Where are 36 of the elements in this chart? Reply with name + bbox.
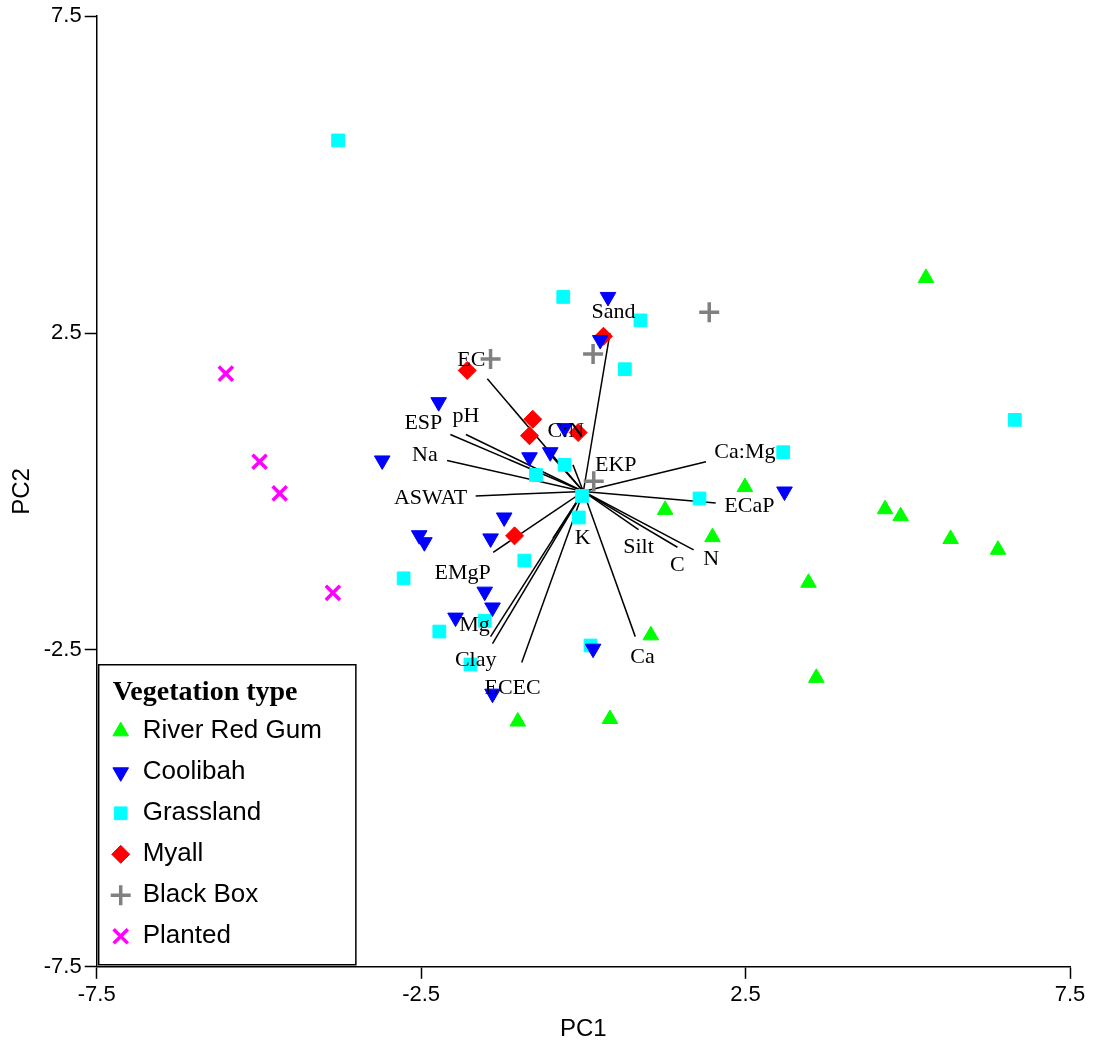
legend-title: Vegetation type	[112, 675, 298, 707]
annotation: ASWAT	[393, 483, 468, 509]
annotation: pH	[452, 402, 480, 428]
legend-label: Myall	[142, 837, 204, 868]
legend-label: Black Box	[142, 878, 259, 909]
legend-label: River Red Gum	[142, 714, 322, 745]
y-tick-label: 2.5	[51, 319, 82, 345]
annotation: K	[574, 524, 591, 550]
annotation: C	[670, 551, 685, 577]
x-axis-title: PC1	[560, 1014, 607, 1042]
annotation: Na	[412, 441, 438, 467]
annotation: C:N	[547, 416, 585, 442]
y-tick-label: -7.5	[43, 952, 82, 978]
annotation: ECaP	[724, 491, 775, 517]
annotation: Silt	[623, 533, 654, 559]
legend-label: Planted	[142, 919, 231, 950]
annotation: ECEC	[484, 673, 541, 699]
y-tick-label: -2.5	[43, 636, 82, 661]
annotation: Mg	[459, 611, 490, 637]
annotation: EKP	[594, 450, 637, 476]
x-tick-label: 7.5	[1054, 981, 1086, 1007]
annotation: Ca	[630, 642, 655, 668]
annotation: EC	[457, 345, 486, 371]
y-axis-title: PC2	[7, 468, 35, 515]
legend-label: Coolibah	[142, 755, 246, 786]
annotation: Ca:Mg	[714, 438, 776, 464]
y-tick-label: 7.5	[51, 2, 82, 28]
annotation: EMgP	[434, 558, 491, 584]
legend-label: Grassland	[142, 796, 262, 827]
annotation: Clay	[454, 645, 497, 671]
annotation: N	[703, 544, 720, 570]
x-tick-label: 2.5	[730, 981, 761, 1007]
annotation: ESP	[404, 408, 443, 434]
x-tick-label: -7.5	[77, 981, 116, 1007]
x-tick-label: -2.5	[402, 981, 441, 1007]
annotation: Sand	[591, 297, 636, 323]
